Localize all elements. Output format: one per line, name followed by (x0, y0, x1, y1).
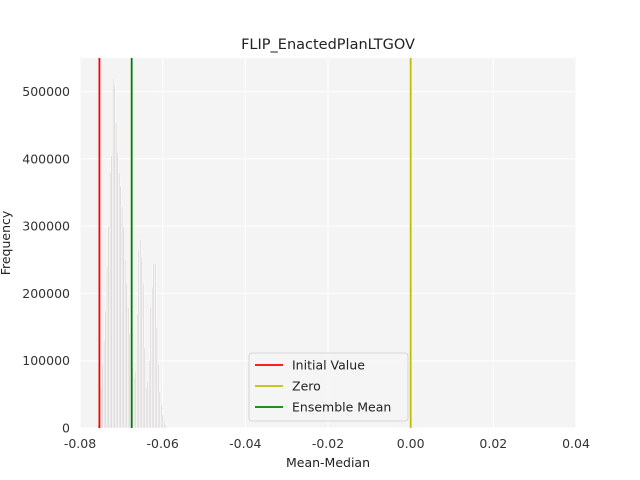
y-axis-ticks: 0 100000 200000 300000 400000 500000 (22, 84, 70, 435)
y-tick-label: 200000 (22, 286, 70, 301)
x-axis-label: Mean-Median (286, 455, 370, 470)
legend-label: Ensemble Mean (292, 400, 391, 415)
reference-lines (98, 58, 412, 428)
x-tick-label: 0.00 (397, 436, 425, 451)
y-tick-label: 500000 (22, 84, 70, 99)
y-axis-label: Frequency (0, 210, 13, 275)
y-tick-label: 400000 (22, 151, 70, 166)
legend-label: Initial Value (292, 358, 365, 373)
y-tick-label: 300000 (22, 219, 70, 234)
x-tick-label: -0.06 (146, 436, 178, 451)
y-tick-label: 0 (62, 421, 70, 436)
x-tick-label: 0.02 (479, 436, 507, 451)
x-tick-label: -0.02 (312, 436, 344, 451)
x-axis-ticks: -0.08 -0.06 -0.04 -0.02 0.00 0.02 0.04 (64, 436, 590, 451)
histogram-bars (97, 77, 167, 429)
legend: Initial Value Zero Ensemble Mean (248, 352, 409, 422)
legend-box (248, 352, 409, 422)
chart-title: FLIP_EnactedPlanLTGOV (241, 37, 415, 53)
y-tick-label: 100000 (22, 353, 70, 368)
x-tick-label: 0.04 (562, 436, 590, 451)
legend-label: Zero (292, 379, 321, 394)
histogram-bar (164, 424, 167, 429)
x-tick-label: -0.04 (229, 436, 261, 451)
x-tick-label: -0.08 (64, 436, 96, 451)
